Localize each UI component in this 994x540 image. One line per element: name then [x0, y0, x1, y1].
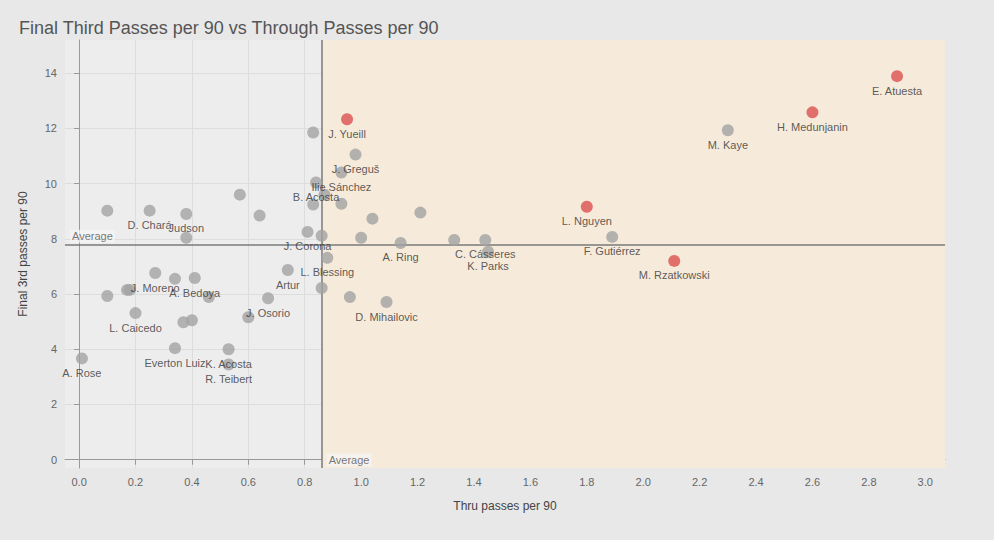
svg-text:4: 4 — [51, 343, 57, 355]
svg-text:1.4: 1.4 — [466, 476, 481, 488]
svg-text:F. Gutiérrez: F. Gutiérrez — [584, 245, 641, 257]
svg-text:3.0: 3.0 — [918, 476, 933, 488]
svg-text:6: 6 — [51, 288, 57, 300]
svg-text:J. Greguš: J. Greguš — [332, 163, 380, 175]
svg-text:L. Blessing: L. Blessing — [300, 266, 354, 278]
svg-text:J. Moreno: J. Moreno — [130, 281, 180, 294]
svg-text:M. Kaye: M. Kaye — [708, 139, 748, 151]
svg-text:1.2: 1.2 — [410, 476, 425, 488]
svg-text:10: 10 — [45, 178, 57, 190]
svg-text:L. Nguyen: L. Nguyen — [562, 215, 612, 227]
svg-text:2.8: 2.8 — [861, 476, 876, 488]
svg-text:R. Teibert: R. Teibert — [205, 373, 252, 385]
svg-text:Average: Average — [329, 454, 370, 466]
svg-text:C. Cásseres: C. Cásseres — [455, 248, 516, 260]
svg-text:Ilie Sánchez: Ilie Sánchez — [311, 181, 371, 193]
svg-text:A. Bedoya: A. Bedoya — [169, 287, 221, 299]
svg-text:D. Mihailovic: D. Mihailovic — [355, 311, 418, 323]
svg-text:2.4: 2.4 — [748, 476, 763, 488]
svg-text:M. Rzatkowski: M. Rzatkowski — [639, 269, 710, 281]
svg-text:0.0: 0.0 — [71, 476, 86, 488]
svg-text:J. Yueill: J. Yueill — [328, 128, 366, 140]
svg-text:K. Parks: K. Parks — [467, 260, 509, 272]
svg-text:Judson: Judson — [169, 222, 204, 234]
svg-text:1.6: 1.6 — [523, 476, 538, 488]
svg-text:Final Third Passes per 90 vs T: Final Third Passes per 90 vs Through Pas… — [19, 18, 439, 38]
svg-text:J. Osorio: J. Osorio — [246, 307, 290, 319]
svg-text:2.2: 2.2 — [692, 476, 707, 488]
svg-text:2.6: 2.6 — [805, 476, 820, 488]
svg-text:Thru passes per 90: Thru passes per 90 — [453, 499, 557, 513]
svg-text:J. Corona: J. Corona — [284, 240, 333, 252]
svg-text:A. Ring: A. Ring — [383, 251, 419, 263]
svg-text:1.8: 1.8 — [579, 476, 594, 488]
svg-text:Average: Average — [72, 230, 113, 242]
svg-text:0.2: 0.2 — [128, 476, 143, 488]
svg-text:B. Acosta: B. Acosta — [292, 191, 340, 203]
svg-text:Everton Luiz: Everton Luiz — [144, 357, 205, 369]
svg-text:14: 14 — [45, 67, 57, 79]
svg-text:Final 3rd passes per 90: Final 3rd passes per 90 — [16, 191, 30, 317]
svg-text:Artur: Artur — [276, 279, 300, 291]
svg-text:12: 12 — [45, 122, 57, 134]
svg-text:K. Acosta: K. Acosta — [205, 358, 252, 370]
svg-text:H. Medunjanin: H. Medunjanin — [777, 121, 848, 133]
svg-text:8: 8 — [51, 233, 57, 245]
svg-text:0.4: 0.4 — [184, 476, 199, 488]
svg-text:1.0: 1.0 — [354, 476, 369, 488]
svg-text:A. Rose: A. Rose — [62, 367, 101, 379]
svg-text:2: 2 — [51, 398, 57, 410]
svg-text:0.6: 0.6 — [241, 476, 256, 488]
svg-text:E. Atuesta: E. Atuesta — [872, 85, 923, 97]
svg-text:D. Chará: D. Chará — [128, 219, 173, 231]
svg-text:0: 0 — [51, 454, 57, 466]
svg-text:0.8: 0.8 — [297, 476, 312, 488]
svg-text:L. Caicedo: L. Caicedo — [109, 322, 162, 334]
svg-text:2.0: 2.0 — [636, 476, 651, 488]
